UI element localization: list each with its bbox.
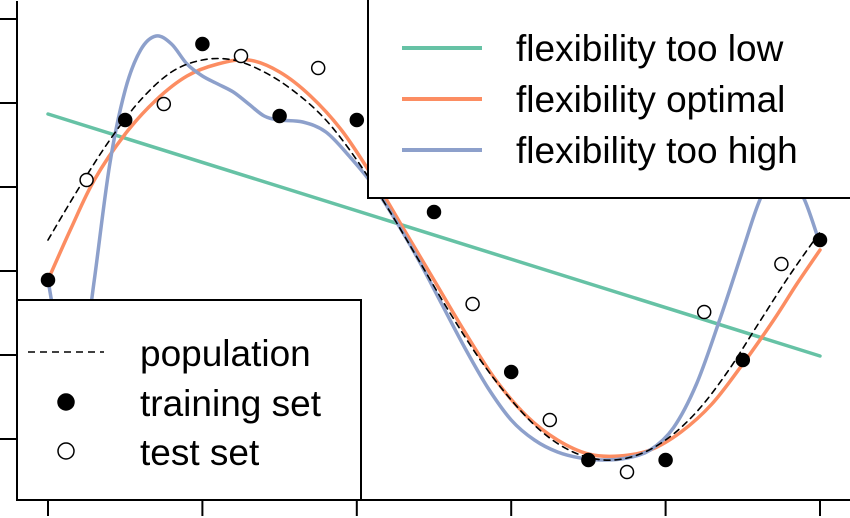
legend-label-population: population [140,333,311,374]
training-point-10 [812,232,828,248]
test-point-9 [774,256,789,272]
legend-label-test: test set [140,432,260,473]
legend-swatch-test [57,442,75,460]
training-point-3 [272,108,287,124]
training-point-9 [735,352,751,368]
test-point-6 [542,412,558,428]
axis-ticks [0,18,821,516]
test-point-2 [233,48,249,64]
training-point-2 [195,36,210,52]
test-point-3 [310,60,326,76]
points-layer [40,36,828,480]
legend-top-right: flexibility too low flexibility optimal … [367,0,850,199]
training-point-6 [503,364,519,380]
training-point-7 [581,452,596,468]
training-point-1 [117,112,133,128]
series-line-flexibility-optimal [46,57,822,459]
legend-label-optimal: flexibility optimal [516,79,785,120]
training-point-0 [40,272,56,288]
test-point-5 [465,296,480,312]
training-point-4 [349,112,365,128]
legend-bottom-left: population training set test set [16,299,362,501]
legend-label-too-high: flexibility too high [516,130,798,171]
test-point-7 [619,464,635,480]
series-line-population [47,57,821,461]
legend-label-too-low: flexibility too low [516,28,784,69]
series-line-flexibility-too-low [46,112,822,358]
test-point-8 [696,304,712,320]
test-point-0 [79,172,94,188]
legend-label-training: training set [140,383,322,424]
legend-swatch-training [57,393,75,411]
training-point-5 [426,204,442,220]
training-point-8 [658,452,673,468]
test-point-1 [156,96,172,112]
